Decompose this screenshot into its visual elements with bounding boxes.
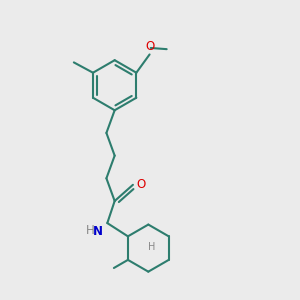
Text: H: H [148,242,155,252]
Text: H: H [85,224,94,237]
Text: O: O [146,40,155,53]
Text: O: O [136,178,146,191]
Text: N: N [93,225,103,239]
